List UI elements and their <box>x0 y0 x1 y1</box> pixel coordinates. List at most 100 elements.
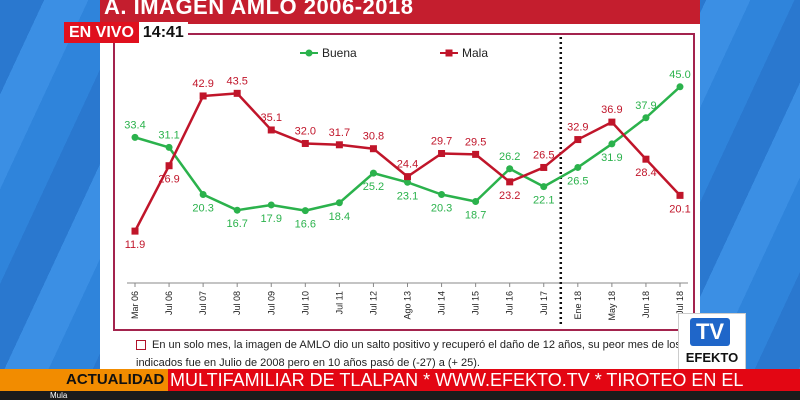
data-label: 42.9 <box>192 78 213 90</box>
data-point <box>199 190 207 198</box>
footnote: En un solo mes, la imagen de AMLO dio un… <box>136 336 696 372</box>
data-point <box>540 163 548 171</box>
data-label: 20.3 <box>192 202 213 214</box>
title-bar: A. IMAGEN AMLO 2006-2018 <box>100 0 700 24</box>
legend-label: Buena <box>322 46 357 60</box>
x-tick-label: Jul 12 <box>368 291 378 315</box>
data-point <box>131 227 139 235</box>
data-label: 20.3 <box>431 202 452 214</box>
data-label: 24.4 <box>397 159 418 171</box>
data-label: 29.5 <box>465 136 486 148</box>
ticker-label: ACTUALIDAD <box>0 369 169 391</box>
ticker-text: MULTIFAMILIAR DE TLALPAN * WWW.EFEKTO.TV… <box>170 370 744 390</box>
data-point <box>642 155 650 163</box>
x-tick-label: Jun 18 <box>641 291 651 318</box>
data-point <box>472 197 480 205</box>
tv-logo-icon: TV <box>690 318 730 346</box>
x-tick-label: Jul 16 <box>505 291 515 315</box>
data-point <box>472 150 480 158</box>
data-point <box>438 190 446 198</box>
data-label: 26.5 <box>567 175 588 187</box>
legend-marker <box>305 49 313 57</box>
news-ticker: ACTUALIDAD MULTIFAMILIAR DE TLALPAN * WW… <box>0 369 800 391</box>
x-tick-label: Ene 18 <box>573 291 583 320</box>
data-label: 31.7 <box>329 127 350 139</box>
data-label: 11.9 <box>125 239 146 251</box>
data-point <box>131 133 139 141</box>
x-tick-label: Jul 10 <box>300 291 310 315</box>
data-point <box>335 141 343 149</box>
data-point <box>199 92 207 100</box>
data-label: 26.2 <box>499 151 520 163</box>
live-label: EN VIVO <box>64 22 139 43</box>
data-label: 17.9 <box>261 213 282 225</box>
x-tick-label: Jul 06 <box>164 291 174 315</box>
footnote-text: En un solo mes, la imagen de AMLO dio un… <box>136 339 681 369</box>
checkbox-mark-icon <box>136 340 146 351</box>
data-point <box>267 201 275 209</box>
line-chart: Mar 06 Jul 06 Jul 07 Jul 08 Jul 09 Jul 10 Jul … <box>124 37 691 327</box>
data-point <box>335 199 343 207</box>
data-label: 16.6 <box>295 219 316 231</box>
data-label: 33.4 <box>124 119 145 131</box>
data-point <box>165 143 173 151</box>
x-tick-label: Jul 11 <box>334 291 344 314</box>
legend-label: Mala <box>462 46 488 60</box>
data-label: 43.5 <box>226 75 247 87</box>
data-label: 31.1 <box>158 129 179 141</box>
data-point <box>369 145 377 153</box>
data-label: 18.7 <box>465 209 486 221</box>
live-clock: 14:41 <box>138 22 188 43</box>
data-point <box>676 191 684 199</box>
data-point <box>676 83 684 91</box>
logo-name: EFEKTO <box>685 350 739 365</box>
data-label: 36.9 <box>601 104 622 116</box>
data-label: 26.9 <box>158 174 179 186</box>
x-tick-label: Jul 08 <box>232 291 242 315</box>
data-point <box>404 173 411 181</box>
data-label: 29.7 <box>431 136 452 148</box>
bottom-strip <box>0 391 800 400</box>
data-label: 45.0 <box>669 69 690 81</box>
x-tick-label: Jul 15 <box>471 291 481 315</box>
data-label: 32.9 <box>567 122 588 134</box>
data-label: 37.9 <box>635 100 656 112</box>
x-tick-label: Mar 06 <box>130 291 140 319</box>
data-label: 26.5 <box>533 149 554 161</box>
data-point <box>404 178 411 186</box>
data-point <box>506 178 514 186</box>
x-tick-label: Ago 13 <box>403 291 413 320</box>
data-label: 30.8 <box>363 131 384 143</box>
chart-frame: Mar 06 Jul 06 Jul 07 Jul 08 Jul 09 Jul 10 Jul … <box>113 33 695 331</box>
live-badge: EN VIVO 14:41 <box>64 22 188 43</box>
data-point <box>267 126 275 134</box>
data-label: 35.1 <box>261 112 282 124</box>
data-label: 32.0 <box>295 125 316 137</box>
x-tick-label: Jul 18 <box>675 291 685 315</box>
channel-logo: TV EFEKTO <box>678 313 746 371</box>
data-point <box>574 136 582 144</box>
data-point <box>608 140 616 148</box>
data-label: 20.1 <box>669 203 690 215</box>
data-point <box>233 89 241 97</box>
data-point <box>165 162 173 170</box>
data-point <box>438 150 446 158</box>
data-label: 23.1 <box>397 190 418 202</box>
data-point <box>642 114 650 122</box>
x-tick-label: May 18 <box>607 291 617 321</box>
x-tick-label: Jul 17 <box>539 291 549 315</box>
x-tick-label: Jul 07 <box>198 291 208 315</box>
data-label: 28.4 <box>635 167 656 179</box>
legend-marker <box>445 49 453 57</box>
data-label: 16.7 <box>226 218 247 230</box>
data-point <box>540 183 548 191</box>
chart-slide: A. IMAGEN AMLO 2006-2018 Mar 06 Jul 06 Jul… <box>100 0 700 400</box>
data-point <box>233 206 241 214</box>
data-label: 18.4 <box>329 211 350 223</box>
data-label: 22.1 <box>533 195 554 207</box>
x-tick-label: Jul 09 <box>266 291 276 315</box>
data-point <box>608 118 616 126</box>
bottom-label: Mula <box>50 391 68 400</box>
data-point <box>301 139 309 147</box>
data-point <box>301 207 309 215</box>
